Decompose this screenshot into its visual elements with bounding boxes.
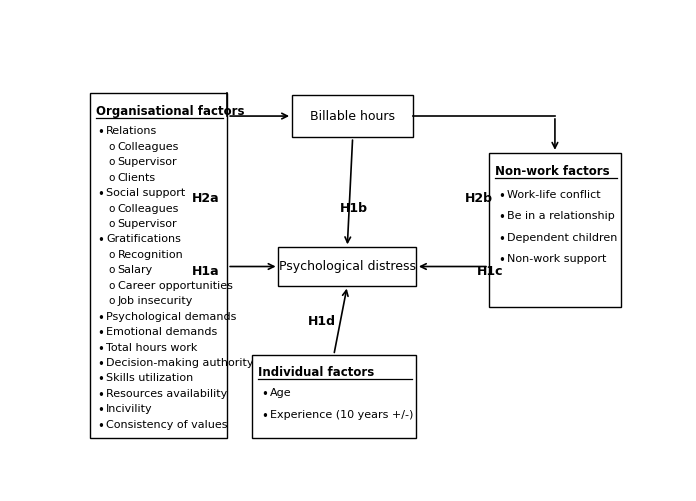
Text: Job insecurity: Job insecurity xyxy=(118,296,193,306)
Text: •: • xyxy=(97,126,104,139)
Text: H1b: H1b xyxy=(340,202,367,215)
Text: H1a: H1a xyxy=(191,265,219,278)
Text: Age: Age xyxy=(270,388,292,398)
Text: Salary: Salary xyxy=(118,266,153,276)
Text: Experience (10 years +/-): Experience (10 years +/-) xyxy=(270,410,413,420)
Text: •: • xyxy=(498,254,505,267)
Text: o: o xyxy=(108,203,114,213)
Text: Decision-making authority: Decision-making authority xyxy=(106,358,253,368)
Text: •: • xyxy=(97,389,104,402)
Text: Colleagues: Colleagues xyxy=(118,142,179,152)
Text: Relations: Relations xyxy=(106,126,157,136)
Text: Gratifications: Gratifications xyxy=(106,234,181,244)
Text: •: • xyxy=(97,234,104,247)
Text: •: • xyxy=(498,190,505,203)
Text: Colleagues: Colleagues xyxy=(118,203,179,213)
Text: Skills utilization: Skills utilization xyxy=(106,373,193,383)
Text: Organisational factors: Organisational factors xyxy=(96,105,245,118)
Text: •: • xyxy=(261,410,268,423)
Text: •: • xyxy=(97,327,104,340)
Text: •: • xyxy=(97,358,104,371)
FancyBboxPatch shape xyxy=(489,153,621,307)
FancyBboxPatch shape xyxy=(292,95,413,137)
Text: •: • xyxy=(498,211,505,224)
Text: •: • xyxy=(498,232,505,245)
Text: Dependent children: Dependent children xyxy=(507,232,617,242)
Text: Billable hours: Billable hours xyxy=(310,110,395,123)
Text: o: o xyxy=(108,142,114,152)
Text: Career opportunities: Career opportunities xyxy=(118,281,232,291)
Text: •: • xyxy=(97,188,104,201)
Text: Social support: Social support xyxy=(106,188,185,198)
Text: o: o xyxy=(108,157,114,167)
Text: Clients: Clients xyxy=(118,173,156,183)
Text: o: o xyxy=(108,173,114,183)
Text: Psychological distress: Psychological distress xyxy=(279,260,416,273)
Text: o: o xyxy=(108,266,114,276)
Text: Total hours work: Total hours work xyxy=(106,343,197,353)
Text: Non-work factors: Non-work factors xyxy=(496,165,610,178)
Text: Psychological demands: Psychological demands xyxy=(106,312,236,322)
Text: Incivility: Incivility xyxy=(106,404,152,414)
Text: •: • xyxy=(97,404,104,417)
Text: o: o xyxy=(108,250,114,260)
Text: o: o xyxy=(108,219,114,229)
Text: H2b: H2b xyxy=(465,192,493,205)
Text: Work-life conflict: Work-life conflict xyxy=(507,190,601,200)
FancyBboxPatch shape xyxy=(251,355,416,438)
FancyBboxPatch shape xyxy=(278,247,416,286)
Text: H1c: H1c xyxy=(477,265,503,278)
Text: Recognition: Recognition xyxy=(118,250,184,260)
FancyBboxPatch shape xyxy=(90,93,227,438)
Text: •: • xyxy=(97,343,104,356)
Text: Supervisor: Supervisor xyxy=(118,157,177,167)
Text: Consistency of values: Consistency of values xyxy=(106,420,228,430)
Text: •: • xyxy=(261,388,268,401)
Text: Non-work support: Non-work support xyxy=(507,254,607,264)
Text: Individual factors: Individual factors xyxy=(258,366,374,379)
Text: Be in a relationship: Be in a relationship xyxy=(507,211,615,221)
Text: •: • xyxy=(97,373,104,386)
Text: •: • xyxy=(97,420,104,433)
Text: o: o xyxy=(108,296,114,306)
Text: o: o xyxy=(108,281,114,291)
Text: Resources availability: Resources availability xyxy=(106,389,227,399)
Text: •: • xyxy=(97,312,104,325)
Text: H2a: H2a xyxy=(191,192,219,205)
Text: Supervisor: Supervisor xyxy=(118,219,177,229)
Text: H1d: H1d xyxy=(308,315,336,328)
Text: Emotional demands: Emotional demands xyxy=(106,327,217,337)
